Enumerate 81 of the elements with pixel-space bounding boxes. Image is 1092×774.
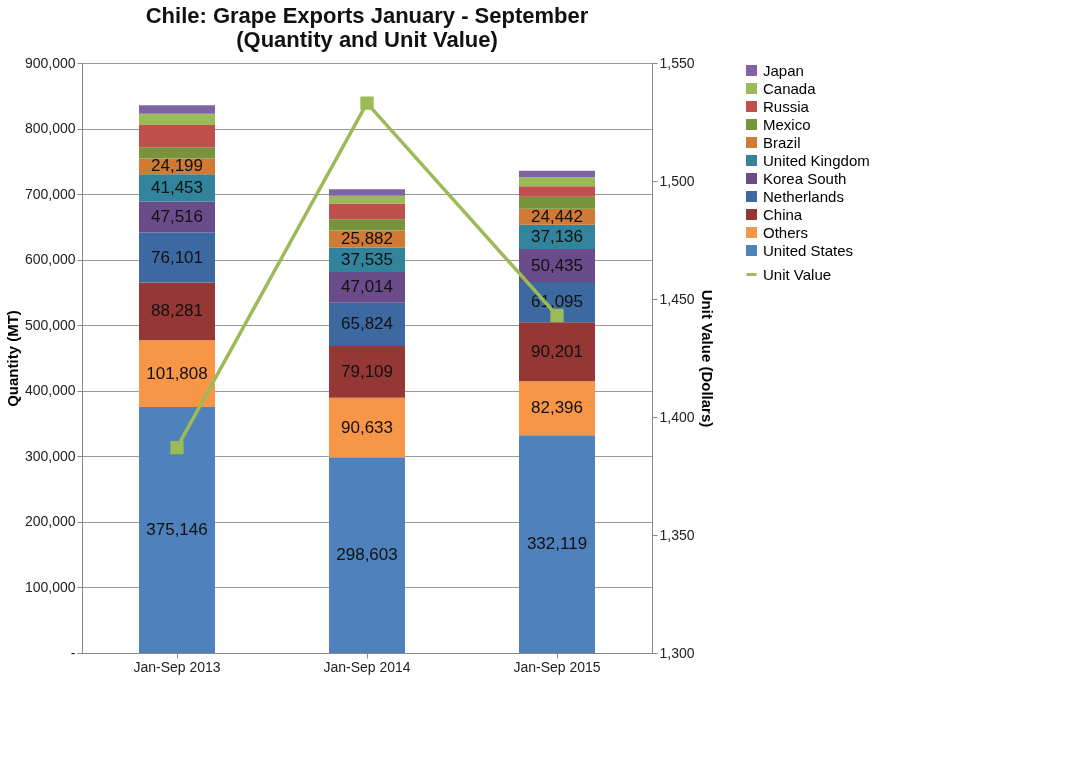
data-label: 375,146	[146, 520, 208, 540]
bar	[519, 170, 595, 178]
point	[360, 96, 374, 110]
bar	[329, 203, 405, 220]
x-tick-label: Jan-Sep 2014	[323, 658, 411, 675]
y2-tick-label: 1,300	[659, 644, 695, 661]
bar	[519, 322, 595, 382]
bar	[329, 345, 405, 398]
legend-label: Mexico	[763, 115, 811, 133]
bar	[519, 186, 595, 197]
y-tick-label: -	[70, 644, 76, 661]
y-tick-label: 700,000	[24, 185, 76, 202]
bar	[519, 381, 595, 436]
y-tick-label: 900,000	[24, 54, 76, 71]
y-tick-label: 300,000	[24, 447, 76, 464]
legend-label: Unit Value	[763, 265, 832, 283]
legend-label: China	[763, 205, 803, 223]
y-tick-label: 800,000	[24, 120, 76, 137]
y2-tick-label: 1,450	[659, 290, 695, 307]
bar	[139, 282, 215, 341]
data-label: 298,603	[336, 545, 398, 565]
point	[550, 308, 564, 323]
data-label: 76,101	[151, 247, 203, 267]
data-label: 332,119	[526, 534, 588, 554]
text: Chile: Grape Exports January - September	[145, 3, 589, 28]
data-label: 82,396	[531, 398, 583, 418]
data-label: 90,201	[531, 341, 583, 361]
y2-tick-label: 1,500	[659, 172, 695, 189]
y-tick-label: 500,000	[24, 316, 76, 333]
bar	[139, 147, 215, 159]
data-label: 25,882	[341, 228, 393, 248]
text: (Quantity and Unit Value)	[236, 27, 498, 52]
bar	[139, 124, 215, 148]
data-label: 24,199	[151, 156, 203, 176]
data-label: 88,281	[151, 301, 203, 321]
data-label: 37,535	[341, 249, 393, 269]
legend-label: United States	[763, 241, 854, 259]
legend-label: Canada	[763, 79, 817, 97]
legend-label: Japan	[763, 61, 804, 79]
y2-axis-title: Unit Value (Dollars)	[698, 289, 716, 428]
bar	[139, 407, 215, 653]
bar	[329, 189, 405, 196]
data-label: 90,633	[341, 417, 393, 437]
bar	[329, 397, 405, 458]
y2-tick-label: 1,400	[659, 408, 695, 425]
bar	[139, 105, 215, 114]
legend-label: United Kingdom	[763, 151, 870, 169]
bar	[329, 195, 405, 204]
legend-label: Russia	[763, 97, 810, 115]
bar	[139, 232, 215, 283]
y-tick-label: 600,000	[24, 251, 76, 268]
point	[170, 441, 184, 455]
bar	[139, 201, 215, 233]
bar	[139, 113, 215, 125]
legend-label: Brazil	[763, 133, 801, 151]
y-tick-label: 100,000	[24, 578, 76, 595]
data-label: 47,516	[151, 206, 203, 226]
y-tick-label: 200,000	[24, 513, 76, 530]
data-label: 65,824	[341, 314, 393, 334]
bar	[519, 435, 595, 653]
data-label: 79,109	[341, 361, 393, 381]
bar	[329, 219, 405, 231]
bar	[139, 340, 215, 408]
bar	[519, 177, 595, 187]
bar	[329, 457, 405, 653]
data-label: 50,435	[531, 255, 583, 275]
data-label: 41,453	[151, 177, 203, 197]
y2-tick-label: 1,350	[659, 526, 695, 543]
legend-label: Korea South	[763, 169, 847, 187]
data-label: 101,808	[146, 363, 208, 383]
y-axis-title: Quantity (MT)	[3, 310, 21, 407]
data-label: 24,442	[531, 206, 583, 226]
x-tick-label: Jan-Sep 2013	[133, 658, 221, 675]
data-label: 47,014	[341, 277, 393, 297]
legend-label: Others	[763, 223, 809, 241]
bar	[519, 196, 595, 209]
x-tick-label: Jan-Sep 2015	[513, 658, 601, 675]
y2-tick-label: 1,550	[659, 54, 695, 71]
legend-label: Netherlands	[763, 187, 844, 205]
data-label: 37,136	[531, 226, 583, 246]
y-tick-label: 400,000	[24, 382, 76, 399]
